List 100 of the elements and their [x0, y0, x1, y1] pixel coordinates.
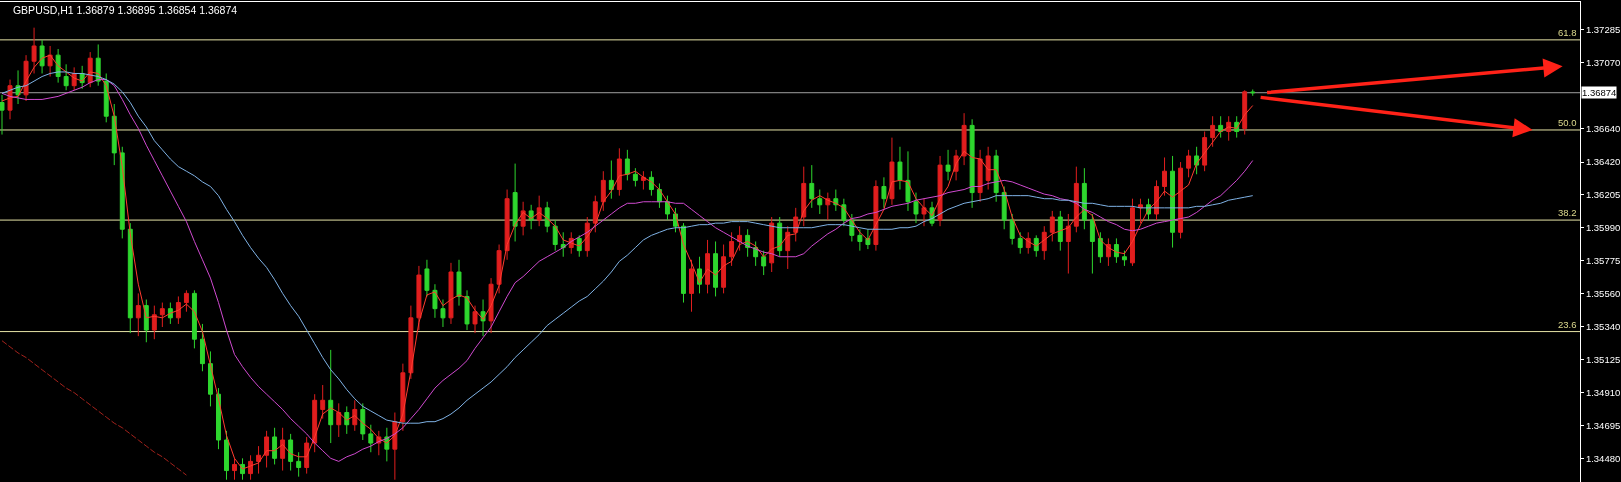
y-tick-label: 1.37285 — [1585, 24, 1621, 36]
candlestick — [63, 63, 69, 91]
candlestick — [432, 283, 438, 319]
candlestick — [520, 201, 526, 236]
y-tick-label: 1.36205 — [1585, 189, 1621, 201]
candlestick — [769, 216, 775, 273]
candlestick — [272, 427, 278, 465]
candlestick — [464, 289, 470, 331]
candlestick — [304, 436, 310, 475]
candlestick — [681, 222, 686, 304]
candlestick — [1210, 115, 1216, 148]
candlestick — [320, 384, 326, 420]
candlestick — [777, 216, 783, 258]
line-series — [1, 340, 187, 476]
candlestick — [512, 163, 518, 242]
candlestick — [296, 451, 302, 478]
candlestick — [472, 305, 478, 334]
candlestick — [224, 430, 229, 481]
candlestick — [1138, 198, 1143, 224]
candlestick — [1097, 231, 1103, 264]
y-tick-label: 1.36640 — [1585, 122, 1621, 134]
candlestick — [881, 176, 887, 209]
candlestick — [737, 225, 743, 252]
y-tick-label: 1.34910 — [1585, 386, 1621, 398]
candlestick — [1113, 237, 1119, 264]
candlestick — [624, 149, 630, 181]
candlestick — [191, 289, 197, 349]
candlestick — [368, 424, 374, 453]
candlestick — [1057, 210, 1063, 252]
candlestick — [1202, 131, 1208, 172]
candlestick — [448, 262, 454, 325]
candlestick — [1009, 213, 1015, 246]
candlestick — [817, 189, 823, 215]
candlestick — [504, 189, 510, 261]
candlestick — [785, 225, 791, 270]
candlestick — [280, 427, 286, 472]
candlestick — [488, 277, 494, 334]
candlestick — [1242, 89, 1248, 136]
candlestick — [937, 155, 943, 227]
annotation: 61.8 — [1558, 27, 1577, 38]
candlestick — [1170, 155, 1176, 249]
candlestick — [408, 305, 414, 380]
candlestick — [360, 402, 366, 441]
y-tick-label: 1.35560 — [1585, 287, 1621, 299]
candlestick — [560, 231, 566, 258]
candlestick — [857, 228, 863, 252]
candlestick — [216, 387, 221, 450]
annotation: 50.0 — [1558, 117, 1577, 128]
candlestick — [969, 118, 975, 209]
candlestick — [1121, 250, 1127, 267]
y-tick-label: 1.37070 — [1585, 57, 1621, 69]
candlestick — [729, 231, 735, 267]
candlestick — [1105, 237, 1111, 267]
candlestick — [592, 195, 598, 233]
candlestick — [913, 192, 919, 224]
candlestick — [608, 160, 614, 200]
candlestick — [801, 166, 807, 227]
candlestick — [945, 149, 951, 181]
candlestick — [961, 112, 967, 166]
candlestick — [440, 299, 446, 328]
candlestick — [1001, 185, 1007, 230]
y-tick-label: 1.34480 — [1585, 452, 1621, 464]
candlestick — [232, 457, 237, 481]
candlestick — [921, 198, 927, 227]
candlestick — [1049, 210, 1055, 242]
candlestick — [103, 72, 109, 123]
ref-line-label: 1.36874 — [1582, 87, 1617, 98]
candlestick — [135, 292, 141, 337]
candlestick — [977, 149, 983, 203]
candlestick — [288, 433, 294, 472]
candlestick — [1130, 198, 1135, 267]
candlestick — [336, 402, 342, 438]
y-tick-label: 1.35340 — [1585, 321, 1621, 333]
candlestick — [159, 302, 165, 328]
candlestick — [713, 240, 719, 297]
candlestick — [905, 150, 911, 212]
y-tick-label: 1.35775 — [1585, 254, 1621, 266]
candlestick — [424, 259, 430, 297]
candlestick — [1178, 161, 1184, 239]
candlestick — [1065, 213, 1071, 275]
candlestick — [256, 445, 262, 475]
annotation: 38.2 — [1558, 207, 1577, 218]
chart-title: GBPUSD,H1 1.36879 1.36895 1.36854 1.36874 — [12, 3, 238, 16]
candlestick — [1218, 115, 1224, 139]
y-tick-label: 1.34695 — [1585, 419, 1621, 431]
candlestick — [809, 164, 815, 209]
candlestick — [416, 265, 422, 331]
candlestick — [199, 323, 205, 372]
candlestick — [183, 289, 189, 313]
candlestick — [705, 239, 710, 294]
candlestick — [721, 244, 727, 294]
candlestick — [1226, 115, 1232, 142]
candlestick — [31, 27, 37, 74]
candlestick — [993, 149, 999, 203]
candlestick — [897, 146, 903, 191]
candlestick — [616, 147, 622, 197]
candlestick — [689, 259, 694, 313]
candlestick — [47, 45, 53, 78]
candlestick — [0, 94, 5, 136]
candlestick — [664, 195, 670, 221]
